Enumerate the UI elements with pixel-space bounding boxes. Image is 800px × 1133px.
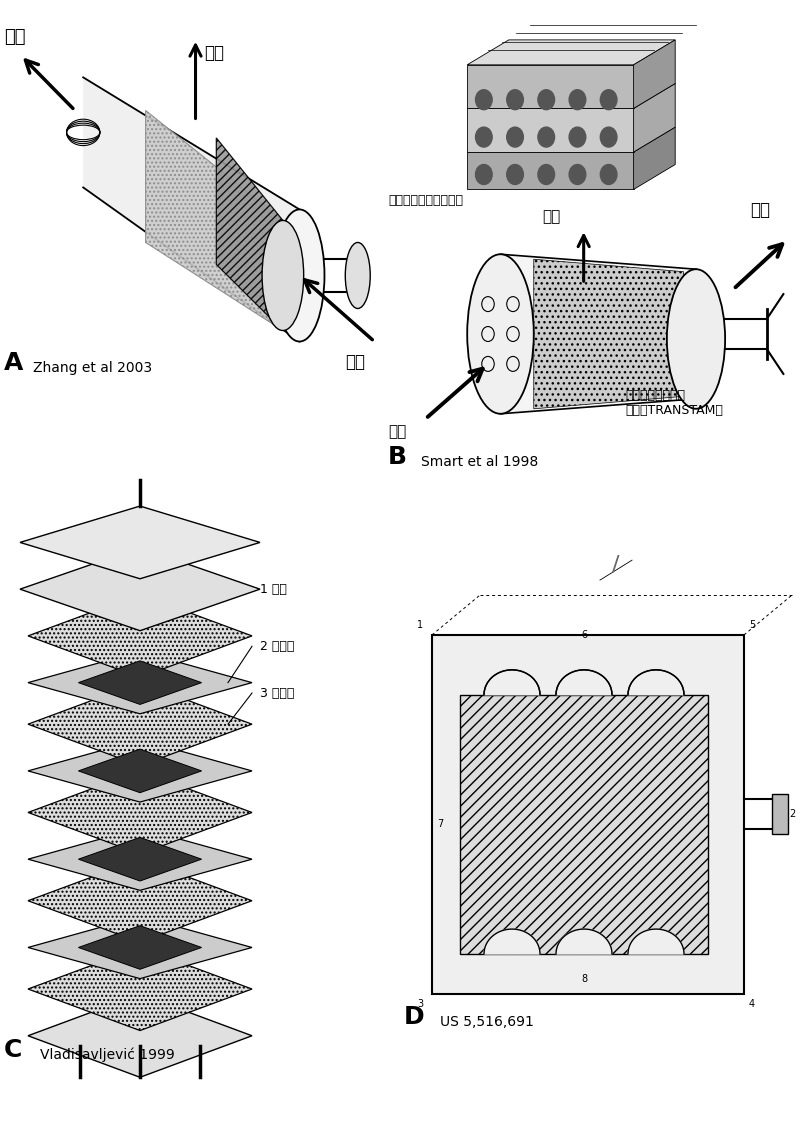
Polygon shape [634,84,675,152]
Ellipse shape [274,210,325,341]
Text: 浓缩: 浓缩 [750,202,770,220]
Text: 6: 6 [581,630,587,640]
Polygon shape [467,84,675,109]
Circle shape [569,164,586,185]
Polygon shape [28,995,252,1077]
Polygon shape [634,40,675,109]
Polygon shape [78,926,202,969]
Polygon shape [467,65,634,109]
Polygon shape [501,254,696,414]
Polygon shape [28,828,252,891]
Polygon shape [634,127,675,189]
Text: 进料: 进料 [346,352,366,370]
Polygon shape [78,749,202,793]
Text: 渗透: 渗透 [204,44,224,62]
Text: Zhang et al 2003: Zhang et al 2003 [34,360,153,375]
Polygon shape [83,77,299,341]
Ellipse shape [262,221,304,331]
Circle shape [506,164,523,185]
Circle shape [506,127,523,147]
Text: 8: 8 [581,974,587,983]
Polygon shape [28,947,252,1031]
Text: 4: 4 [749,999,755,1008]
Polygon shape [28,917,252,979]
Text: 5: 5 [749,620,755,630]
Circle shape [475,90,492,110]
Text: 3: 3 [417,999,423,1008]
Text: 进料: 进料 [388,424,406,438]
Text: 浓缩: 浓缩 [4,28,26,45]
Polygon shape [20,547,260,631]
Polygon shape [28,595,252,678]
Circle shape [538,90,554,110]
Polygon shape [216,138,283,331]
Polygon shape [28,859,252,943]
Text: C: C [4,1038,22,1062]
Polygon shape [467,109,634,152]
Text: 层叠的管阵列的细节图: 层叠的管阵列的细节图 [388,195,463,207]
Circle shape [600,90,617,110]
Circle shape [475,164,492,185]
Text: 横向层叠的管阵列
模块（TRANSTAM）: 横向层叠的管阵列 模块（TRANSTAM） [626,389,723,417]
Text: /: / [612,554,620,574]
Circle shape [600,164,617,185]
Circle shape [538,164,554,185]
Text: D: D [404,1005,425,1029]
Text: 7: 7 [437,819,443,829]
Polygon shape [628,670,684,695]
Polygon shape [28,651,252,714]
Text: 渗透: 渗透 [542,210,560,224]
Text: 2 间隔件: 2 间隔件 [260,640,294,653]
Ellipse shape [667,270,725,409]
Circle shape [506,90,523,110]
Polygon shape [467,127,675,152]
Bar [432,634,744,994]
Polygon shape [628,929,684,954]
Circle shape [475,127,492,147]
Text: 1: 1 [417,620,423,630]
Text: 2: 2 [789,809,795,819]
Polygon shape [534,259,683,409]
Bar [772,794,788,834]
Ellipse shape [346,242,370,308]
Text: Smart et al 1998: Smart et al 1998 [422,454,538,469]
Polygon shape [146,110,283,331]
Polygon shape [556,670,612,695]
Polygon shape [78,837,202,881]
Polygon shape [467,152,634,189]
Polygon shape [78,661,202,705]
Text: US 5,516,691: US 5,516,691 [440,1015,534,1029]
Circle shape [600,127,617,147]
Polygon shape [484,929,540,954]
Text: 3 子模块: 3 子模块 [260,687,294,699]
Polygon shape [467,40,675,65]
Polygon shape [28,740,252,802]
Bar [460,695,708,954]
Text: 1 端板: 1 端板 [260,582,287,596]
Polygon shape [28,770,252,854]
Ellipse shape [467,254,534,414]
Text: Vladisavljević 1999: Vladisavljević 1999 [40,1047,174,1062]
Polygon shape [484,670,540,695]
Polygon shape [28,682,252,766]
Circle shape [569,127,586,147]
Polygon shape [556,929,612,954]
Text: A: A [4,350,23,375]
Circle shape [538,127,554,147]
Text: B: B [388,444,407,469]
Polygon shape [20,506,260,579]
Circle shape [569,90,586,110]
